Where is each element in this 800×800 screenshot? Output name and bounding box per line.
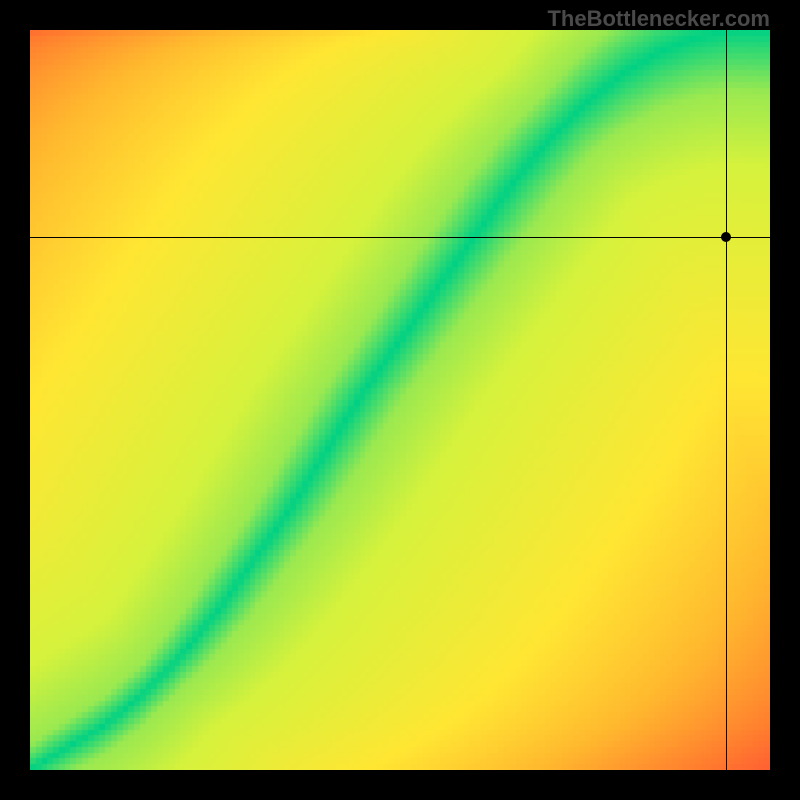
heatmap-chart	[30, 30, 770, 770]
heatmap-canvas	[30, 30, 770, 770]
crosshair-horizontal	[30, 237, 770, 238]
crosshair-marker-dot	[721, 232, 731, 242]
crosshair-vertical	[726, 30, 727, 770]
watermark-text: TheBottlenecker.com	[547, 6, 770, 32]
